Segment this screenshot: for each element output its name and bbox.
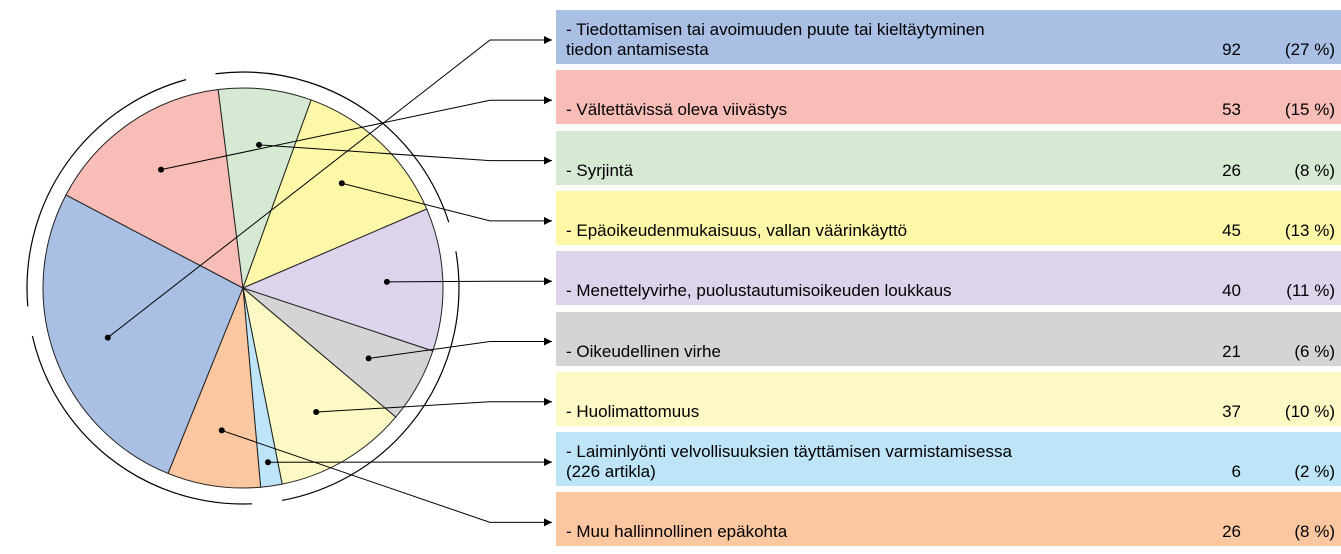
legend-row: - Syrjintä 26 (8 %) <box>556 130 1341 185</box>
count-label: 40 <box>1222 281 1241 301</box>
legend-row: - Oikeudellinen virhe 21 (6 %) <box>556 311 1341 366</box>
legend-label: - Huolimattomuus <box>566 401 700 421</box>
legend-label: - Syrjintä <box>566 160 634 180</box>
percent-label: (15 %) <box>1284 100 1335 120</box>
count-label: 26 <box>1222 160 1241 180</box>
legend-label: - Epäoikeudenmukaisuus, vallan väärinkäy… <box>566 220 908 240</box>
outer-ring <box>26 71 460 505</box>
count-label: 21 <box>1222 341 1241 361</box>
pie-slice <box>42 194 244 475</box>
pie-slice <box>65 88 244 289</box>
leader-line <box>386 277 552 286</box>
pie-slice <box>241 208 444 352</box>
leader-line <box>259 144 552 165</box>
legend-row: - Menettelyvirhe, puolustautumisoikeuden… <box>556 251 1341 306</box>
legend-row: - Vältettävissä oleva viivästys 53 (15 %) <box>556 70 1341 125</box>
legend-label: - Oikeudellinen virhe <box>566 341 721 361</box>
percent-label: (2 %) <box>1294 462 1335 482</box>
leader-line <box>221 429 552 527</box>
count-label: 37 <box>1222 401 1241 421</box>
legend-label: - Menettelyvirhe, puolustautumisoikeuden… <box>566 281 952 301</box>
leader-line <box>341 182 552 225</box>
legend-row: - Muu hallinnollinen epäkohta 26 (8 %) <box>556 492 1341 547</box>
legend-label: - Vältettävissä oleva viivästys <box>566 100 788 120</box>
legend-label: - Laiminlyönti velvollisuuksien täyttämi… <box>566 442 1012 482</box>
leader-line <box>368 337 552 359</box>
pie-slice <box>217 87 312 289</box>
leader-line <box>316 397 552 413</box>
percent-label: (8 %) <box>1294 522 1335 542</box>
legend-row: - Laiminlyönti velvollisuuksien täyttämi… <box>556 432 1341 487</box>
percent-label: (10 %) <box>1284 401 1335 421</box>
legend-row: - Tiedottamisen tai avoimuuden puute tai… <box>556 10 1341 64</box>
count-label: 45 <box>1222 220 1241 240</box>
legend-label: - Muu hallinnollinen epäkohta <box>566 522 788 542</box>
legend-row: - Epäoikeudenmukaisuus, vallan väärinkäy… <box>556 190 1341 245</box>
percent-label: (13 %) <box>1284 220 1335 240</box>
percent-label: (6 %) <box>1294 341 1335 361</box>
legend-row: - Huolimattomuus 37 (10 %) <box>556 371 1341 426</box>
pie-slice <box>242 286 397 485</box>
percent-label: (8 %) <box>1294 160 1335 180</box>
pie-slice <box>167 287 262 489</box>
leader-line <box>160 96 552 171</box>
count-label: 6 <box>1231 462 1241 482</box>
pie-slice <box>242 99 428 289</box>
percent-label: (27 %) <box>1284 40 1335 59</box>
leader-line <box>107 36 552 338</box>
count-label: 26 <box>1222 522 1241 542</box>
legend-label: - Tiedottamisen tai avoimuuden puute tai… <box>566 20 985 59</box>
percent-label: (11 %) <box>1286 281 1335 301</box>
count-label: 53 <box>1222 100 1241 120</box>
count-label: 92 <box>1222 40 1241 59</box>
